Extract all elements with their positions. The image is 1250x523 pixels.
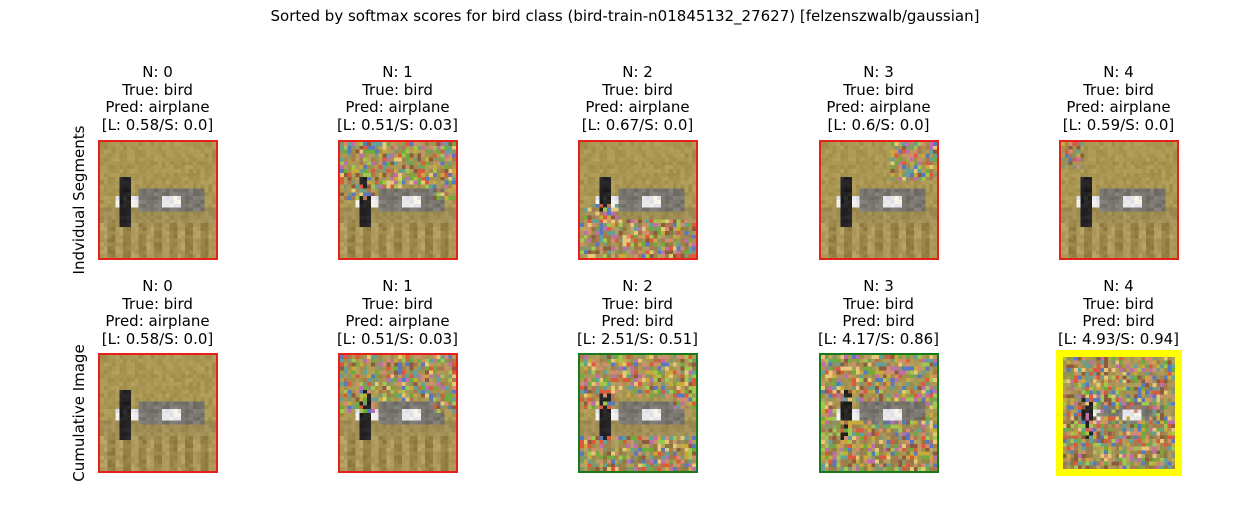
cell-title-true: True: bird	[602, 80, 673, 99]
segment-image	[577, 140, 698, 260]
cell-title-n: N: 0	[142, 63, 173, 81]
cell-title-pred: Pred: airplane	[1066, 98, 1171, 116]
cell-title-scores: [L: 0.6/S: 0.0]	[827, 115, 930, 134]
segment-image	[577, 353, 698, 473]
pixel-image	[820, 142, 937, 258]
pixel-image	[820, 355, 937, 471]
cell-title-pred: Pred: bird	[1082, 312, 1155, 330]
cell-title-scores: [L: 0.58/S: 0.0]	[101, 329, 214, 348]
pixel-image	[339, 355, 456, 471]
cell-title: N: 1 True: bird Pred: airplane [L: 0.51/S: …	[288, 277, 508, 348]
cell-title-true: True: bird	[362, 80, 433, 99]
cell-title-pred: Pred: airplane	[105, 312, 210, 330]
pixel-image	[1062, 357, 1175, 469]
cell-title-pred: Pred: airplane	[826, 98, 931, 116]
cell-title: N: 4 True: bird Pred: airplane [L: 0.59/S: …	[1009, 63, 1229, 134]
pixel-image	[1060, 142, 1177, 258]
segment-image	[97, 140, 218, 260]
cell-title-pred: Pred: bird	[842, 312, 915, 330]
pixel-image	[339, 142, 456, 258]
cell-title-n: N: 0	[142, 277, 173, 295]
cell-title-scores: [L: 0.67/S: 0.0]	[581, 115, 694, 134]
cell-title-true: True: bird	[122, 80, 193, 99]
cell-title: N: 2 True: bird Pred: airplane [L: 0.67/S: …	[528, 63, 748, 134]
segment-image	[818, 353, 939, 473]
cell-title-n: N: 1	[382, 277, 413, 295]
pixel-image	[579, 142, 696, 258]
cell-title-true: True: bird	[122, 294, 193, 313]
segment-image	[1058, 140, 1179, 260]
segment-image	[1055, 350, 1182, 476]
segment-image	[97, 353, 218, 473]
cell-title-n: N: 4	[1103, 63, 1134, 81]
cell-title: N: 3 True: bird Pred: airplane [L: 0.6/S: 0…	[769, 63, 989, 134]
cell-title-scores: [L: 0.58/S: 0.0]	[101, 115, 214, 134]
cell-title-n: N: 3	[863, 63, 894, 81]
cell-title-true: True: bird	[843, 294, 914, 313]
cell-title-pred: Pred: airplane	[105, 98, 210, 116]
cell-title-scores: [L: 4.17/S: 0.86]	[817, 329, 940, 348]
cell-title-pred: Pred: airplane	[345, 312, 450, 330]
cell-title-n: N: 3	[863, 277, 894, 295]
cell-title-true: True: bird	[843, 80, 914, 99]
cell-title-true: True: bird	[362, 294, 433, 313]
pixel-image	[99, 142, 216, 258]
cell-title-scores: [L: 2.51/S: 0.51]	[576, 329, 699, 348]
figure: Sorted by softmax scores for bird class …	[48, 7, 1229, 482]
cell-title-true: True: bird	[1083, 294, 1154, 313]
cell-title-true: True: bird	[1083, 80, 1154, 99]
cell-title-n: N: 1	[382, 63, 413, 81]
cell-title-scores: [L: 0.51/S: 0.03]	[336, 115, 459, 134]
pixel-image	[99, 355, 216, 471]
cell-title-scores: [L: 4.93/S: 0.94]	[1057, 329, 1180, 348]
cell-title: N: 0 True: bird Pred: airplane [L: 0.58/S: …	[48, 277, 268, 348]
cell-title: N: 4 True: bird Pred: bird [L: 4.93/S: 0.94…	[1009, 277, 1229, 348]
cell-title-pred: Pred: bird	[601, 312, 674, 330]
cell-title-n: N: 2	[622, 277, 653, 295]
segment-image	[337, 353, 458, 473]
cell-title-true: True: bird	[602, 294, 673, 313]
cell-title: N: 3 True: bird Pred: bird [L: 4.17/S: 0.86…	[769, 277, 989, 348]
cell-title: N: 1 True: bird Pred: airplane [L: 0.51/S: …	[288, 63, 508, 134]
cell-title: N: 0 True: bird Pred: airplane [L: 0.58/S: …	[48, 63, 268, 134]
cell-title: N: 2 True: bird Pred: bird [L: 2.51/S: 0.51…	[528, 277, 748, 348]
pixel-image	[579, 355, 696, 471]
cell-title-n: N: 4	[1103, 277, 1134, 295]
cell-title-scores: [L: 0.51/S: 0.03]	[336, 329, 459, 348]
cell-title-pred: Pred: airplane	[345, 98, 450, 116]
segment-image	[337, 140, 458, 260]
figure-title: Sorted by softmax scores for bird class …	[270, 7, 980, 25]
cell-title-pred: Pred: airplane	[585, 98, 690, 116]
segment-image	[818, 140, 939, 260]
cell-title-n: N: 2	[622, 63, 653, 81]
cell-title-scores: [L: 0.59/S: 0.0]	[1062, 115, 1175, 134]
